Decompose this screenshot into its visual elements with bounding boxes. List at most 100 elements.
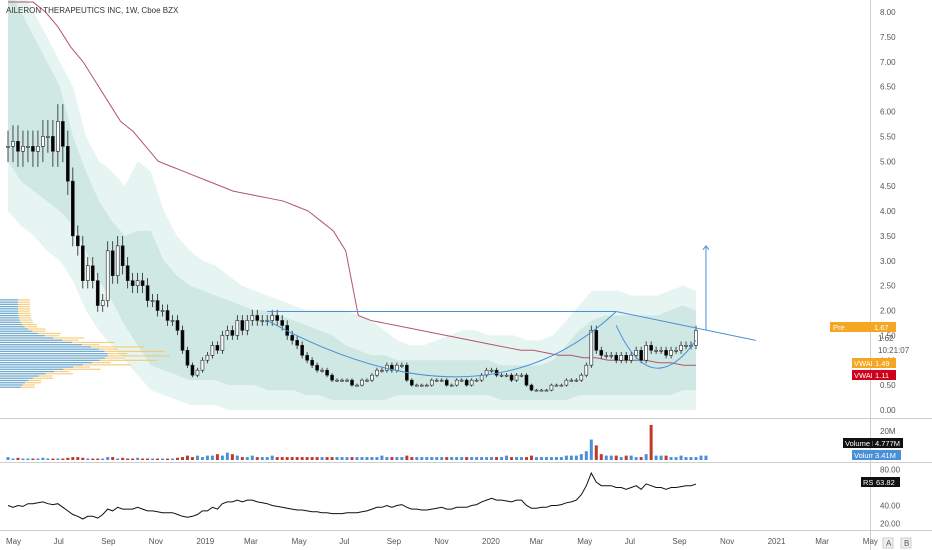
volume-bar: [564, 455, 568, 460]
volume-axis[interactable]: 20M: [880, 427, 896, 436]
candle-body: [335, 379, 339, 382]
volume-bar: [345, 457, 349, 460]
volume-bar: [275, 457, 279, 460]
log-scale-button[interactable]: [900, 537, 912, 549]
time-tick-label: Mar: [244, 537, 258, 546]
candle-body: [589, 330, 594, 366]
candle-body: [679, 345, 683, 351]
candle-body: [370, 374, 374, 381]
time-tick-label: Jul: [54, 537, 64, 546]
volume-bar: [56, 458, 60, 460]
volume-bar: [594, 445, 598, 460]
profile-bar-blue: [0, 321, 21, 323]
volume-value: 3.41M: [875, 451, 896, 460]
profile-bar-blue: [0, 319, 20, 321]
candle-body: [41, 136, 45, 147]
volume-bar: [161, 458, 165, 460]
profile-bar-blue: [0, 326, 25, 328]
profile-bar-blue: [0, 357, 105, 359]
candle-body: [524, 374, 529, 386]
volume-bar: [255, 457, 259, 460]
candle-body: [644, 345, 648, 361]
vwap2-value-bg: [872, 370, 896, 380]
volume-bar: [36, 458, 40, 460]
vwap-line: [8, 1, 696, 366]
volume-pane[interactable]: [6, 424, 708, 460]
candle-body: [684, 345, 688, 347]
volume-bar: [285, 457, 289, 460]
candle-body: [31, 146, 35, 152]
candle-body: [594, 330, 599, 351]
profile-bar-blue: [0, 375, 39, 377]
volume-bar: [634, 457, 638, 460]
time-tick-label: Jul: [339, 537, 349, 546]
vwap2-tag-bg: [852, 370, 872, 380]
profile-bar-blue: [0, 303, 19, 305]
candle-body: [669, 349, 673, 356]
candle-body: [270, 315, 275, 321]
profile-bar-blue: [0, 337, 54, 339]
volume-bar: [435, 457, 439, 460]
time-tick-label: Sep: [387, 537, 402, 546]
profile-bar-blue: [0, 341, 73, 344]
candle-body: [474, 379, 479, 382]
volume-bar: [220, 455, 224, 460]
candle-body: [564, 379, 569, 386]
volume-bar: [544, 457, 548, 460]
volume-bar: [674, 457, 678, 460]
pre-tag-label: Pre: [833, 323, 845, 332]
volume-bar: [450, 457, 454, 460]
time-axis[interactable]: May Jul Sep Nov 2019 Mar May Jul Sep Nov 2020 Mar Ma…: [6, 537, 878, 546]
volume-bar: [480, 457, 484, 460]
volume-bar: [11, 458, 15, 460]
candle-body: [619, 354, 624, 361]
volume-bar: [111, 457, 115, 460]
candle-body: [195, 369, 200, 376]
price-tick-label: 0.00: [880, 406, 896, 415]
volume-bar: [355, 457, 359, 460]
volume-bar: [156, 458, 160, 460]
candle-body: [255, 315, 260, 321]
pre-value-bg: [870, 322, 896, 332]
volume-bar: [669, 457, 673, 460]
candle-body: [464, 379, 469, 386]
profile-bar-blue: [0, 355, 108, 357]
volume-bar: [290, 457, 294, 460]
candle-body: [664, 349, 668, 356]
last-price: 1.62: [878, 334, 894, 343]
volume-bar: [664, 455, 668, 460]
candle-body: [509, 374, 514, 381]
candle-body: [340, 379, 344, 382]
candle-body: [85, 265, 90, 281]
volume-bar: [305, 457, 309, 460]
volume-bar: [325, 457, 329, 460]
volume-bar: [495, 457, 499, 460]
profile-bar-blue: [0, 386, 21, 388]
volume-bar: [684, 457, 688, 460]
volume-bar: [240, 457, 244, 460]
volume-bar: [554, 457, 558, 460]
volume-ma-tag-bg: [843, 438, 873, 448]
candle-body: [240, 320, 245, 331]
volume-bar: [465, 457, 469, 460]
pre-value: 1.67: [874, 323, 889, 332]
candle-body: [115, 245, 120, 276]
candle-body: [469, 379, 474, 386]
volume-bar: [96, 458, 100, 460]
volume-bar: [689, 457, 693, 460]
rsi-pane[interactable]: [7, 471, 697, 520]
candle-body: [295, 340, 299, 346]
candle-body: [410, 379, 414, 386]
candle-body: [235, 320, 240, 336]
profile-bar-blue: [0, 328, 28, 330]
volume-bar: [185, 455, 189, 460]
auto-scale-button[interactable]: [882, 537, 894, 549]
volume-bar: [405, 455, 409, 460]
time-tick-label: May: [577, 537, 592, 546]
volume-bar: [121, 457, 125, 460]
volume-bar: [270, 455, 274, 460]
rsi-axis[interactable]: 80.00 40.00 20.00: [880, 466, 901, 529]
profile-bar-blue: [0, 306, 19, 308]
price-pane[interactable]: [0, 0, 756, 410]
volume-bar: [440, 457, 444, 460]
